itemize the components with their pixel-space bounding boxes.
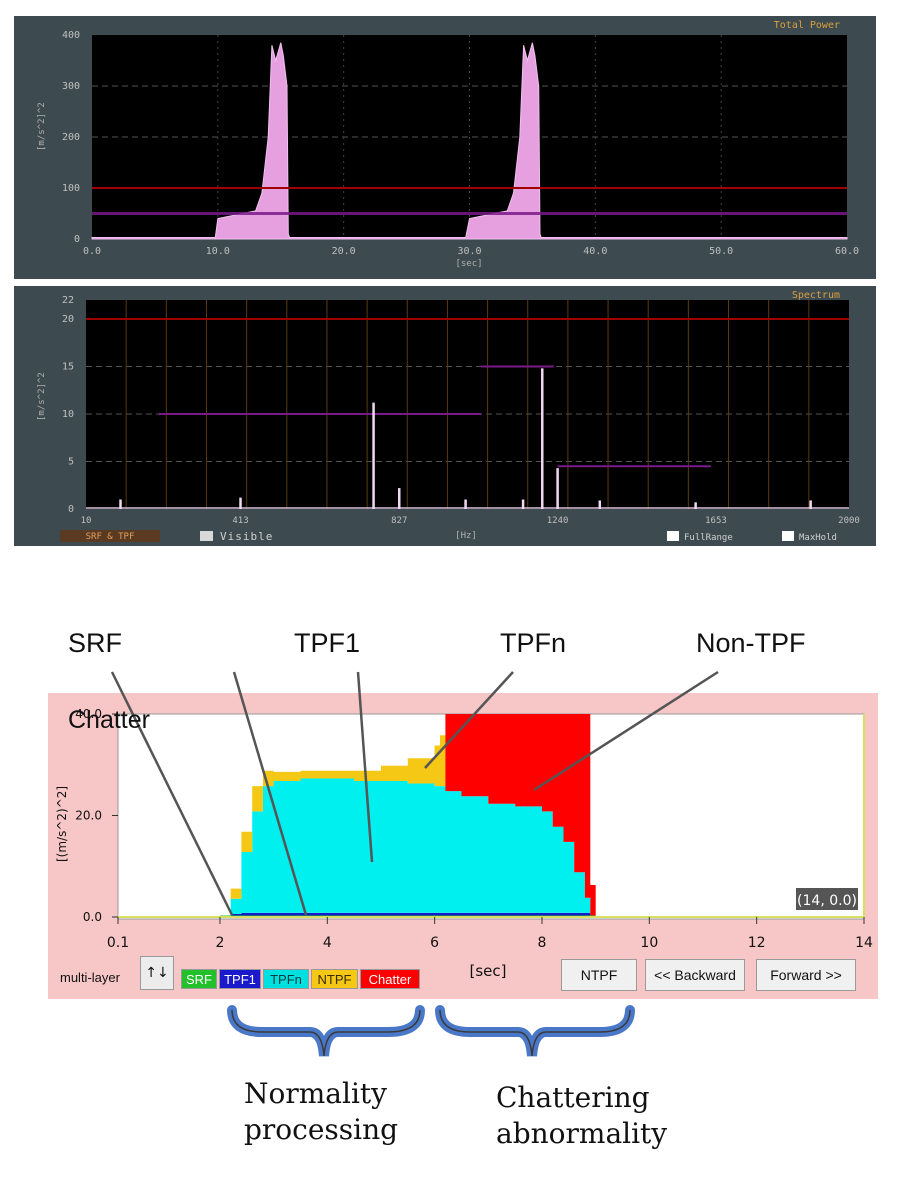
coordinate-readout-text: (14, 0.0) (797, 893, 857, 909)
callout-line-tpf1 (356, 671, 374, 863)
total-power-xtick: 30.0 (457, 246, 481, 257)
callout-non-tpf: Non-TPF (696, 628, 806, 658)
chatter-series-tpfn (220, 778, 596, 917)
chattering-note-line2: abnormality (496, 1117, 668, 1151)
legend-ntpf[interactable]: NTPF (311, 969, 358, 989)
total-power-xtick: 10.0 (206, 246, 230, 257)
spectrum-title: Spectrum (792, 290, 840, 301)
spectrum-ylabel: [m/s^2]^2 (37, 372, 47, 421)
total-power-xtick: 0.0 (83, 246, 101, 257)
visible-label: Visible (220, 530, 273, 543)
spectrum-xtick: 827 (391, 516, 407, 526)
spectrum-ytick: 10 (62, 409, 74, 420)
chattering-brace-outline (439, 1009, 631, 1057)
maxhold-checkbox[interactable] (782, 531, 794, 541)
total-power-ytick: 200 (62, 132, 80, 143)
total-power-ytick: 400 (62, 30, 80, 41)
backward-button[interactable]: << Backward (645, 959, 745, 991)
chattering-note-line1: Chattering (496, 1081, 650, 1114)
chatter-xtick: 8 (538, 935, 547, 951)
chatter-xlabel: [sec] (470, 962, 507, 980)
total-power-ylabel: [m/s^2]^2 (37, 102, 47, 151)
total-power-area (91, 42, 848, 240)
chatter-ytick: 20.0 (75, 809, 102, 823)
chatter-xtick: 6 (430, 935, 439, 951)
braces (227, 1005, 635, 1057)
spectrum-xtick: 2000 (838, 516, 860, 526)
callout-line-srf-2 (232, 671, 308, 916)
total-power-panel: 400 300 200 100 0 0.0 10.0 20.0 30.0 40.0 50.0 60.0… (14, 16, 876, 279)
spectrum-ytick: 0 (68, 504, 74, 515)
total-power-xtick: 20.0 (332, 246, 356, 257)
normality-brace (227, 1005, 425, 1057)
spectrum-xtick: 10 (81, 516, 92, 526)
normality-note-line2: processing (244, 1113, 399, 1147)
chatter-series-tpf1 (220, 912, 596, 917)
spectrum-plot-area (86, 300, 849, 509)
chatter-ytick: 40.0 (75, 707, 102, 721)
callout-line-tpfn (424, 671, 514, 769)
chatter-xtick: 2 (216, 935, 225, 951)
maxhold-label: MaxHold (799, 533, 837, 543)
legend-srf[interactable]: SRF (181, 969, 217, 989)
spectrum-ytick: 5 (68, 457, 74, 468)
chatter-xtick: 4 (323, 935, 332, 951)
total-power-chart: 400 300 200 100 00.0 10.0 20.0 30.0 40.0 50.0 60.0… (37, 20, 859, 269)
spectrum-xlabel: [Hz] (455, 531, 477, 541)
spectrum-panel: 22 20 15 10 5 0 10 413 827 1240 1653 2000 Spectrum … (14, 286, 876, 546)
callout-line-srf (110, 671, 234, 916)
sort-button[interactable]: ↑↓ (140, 956, 174, 990)
spectrum-xtick: 413 (232, 516, 248, 526)
total-power-xtick: 40.0 (583, 246, 607, 257)
normality-note-line1: Normality (244, 1077, 387, 1110)
callout-tpfn: TPFn (500, 628, 567, 658)
total-power-xtick: 50.0 (709, 246, 733, 257)
total-power-ytick: 100 (62, 183, 80, 194)
normality-note: Normality processing (244, 1076, 398, 1149)
fullrange-checkbox[interactable] (667, 531, 679, 541)
chatter-xtick: 12 (748, 935, 766, 951)
chattering-brace (435, 1005, 635, 1057)
spectrum-xtick: 1240 (547, 516, 569, 526)
chatter-title: Chatter (68, 706, 150, 734)
chatter-xtick: 0.1 (107, 935, 129, 951)
ntpf-button[interactable]: NTPF (561, 959, 637, 991)
spectrum-ytick: 22 (62, 295, 74, 306)
spectrum-ytick: 15 (62, 362, 74, 373)
chatter-ylabel: [(m/s^2)^2] (55, 786, 69, 862)
spectrum-ytick: 20 (62, 314, 74, 325)
legend-chatter[interactable]: Chatter (360, 969, 420, 989)
total-power-ytick: 0 (74, 234, 80, 245)
mode-selector-label: SRF & TPF (86, 532, 135, 542)
forward-button[interactable]: Forward >> (756, 959, 856, 991)
chatter-xtick: 14 (855, 935, 873, 951)
spectrum-xtick: 1653 (705, 516, 727, 526)
visible-checkbox[interactable] (200, 531, 213, 541)
chatter-ytick: 0.0 (83, 910, 102, 924)
chatter-xtick: 10 (640, 935, 658, 951)
mode-selector[interactable] (60, 530, 160, 542)
callout-tpf1: TPF1 (294, 628, 361, 658)
total-power-xtick: 60.0 (835, 246, 859, 257)
chattering-note: Chattering abnormality (496, 1080, 667, 1153)
multi-layer-label: multi-layer (60, 970, 120, 985)
total-power-title: Total Power (774, 20, 840, 31)
chatter-series-chatter (220, 714, 596, 917)
chatter-series-ntpf (220, 735, 596, 917)
coordinate-readout (796, 888, 858, 910)
total-power-xlabel: [sec] (455, 259, 482, 269)
callout-srf: SRF (68, 628, 122, 658)
total-power-ytick: 300 (62, 81, 80, 92)
callout-line-non-tpf (533, 670, 719, 792)
legend-tpfn[interactable]: TPFn (263, 969, 309, 989)
legend-tpf1[interactable]: TPF1 (219, 969, 261, 989)
fullrange-label: FullRange (684, 533, 733, 543)
normality-brace-outline (231, 1009, 421, 1057)
